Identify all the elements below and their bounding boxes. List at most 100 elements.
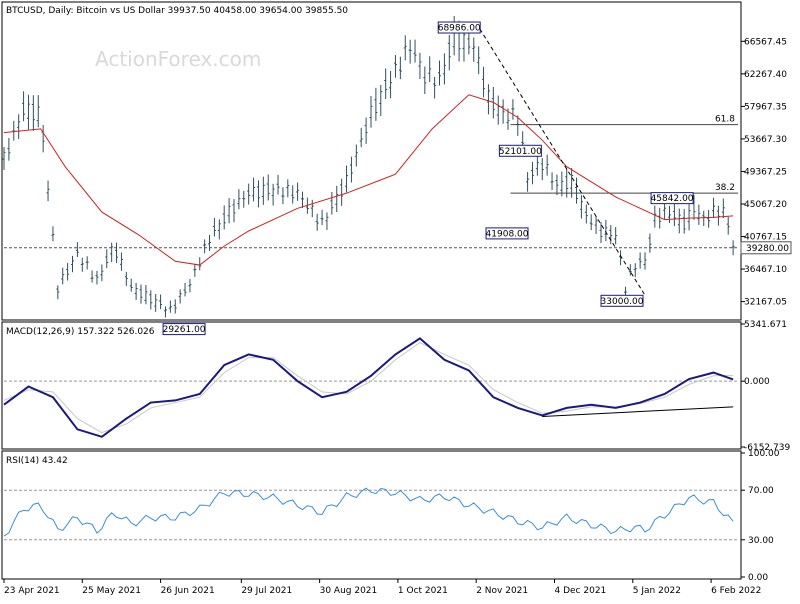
x-label-6: 2 Nov 2021 xyxy=(476,586,528,596)
price-y-label-0: 66567.45 xyxy=(744,37,787,47)
macd-trendline xyxy=(542,406,734,417)
macd-y-label-1: 0.000 xyxy=(744,377,770,387)
hline-label-0: 61.8 xyxy=(715,115,735,125)
ohlc-bar xyxy=(638,252,642,269)
ohlc-bar xyxy=(677,208,681,234)
price-label-box-0 xyxy=(437,21,481,34)
ohlc-bar xyxy=(687,204,691,231)
ohlc-bar xyxy=(95,270,99,285)
ohlc-bar xyxy=(232,199,236,223)
ohlc-bar xyxy=(31,95,35,131)
ohlc-bar xyxy=(247,183,251,205)
x-label-8: 5 Jan 2022 xyxy=(633,586,681,596)
ohlc-bar xyxy=(2,146,6,170)
price-panel-frame xyxy=(1,1,742,321)
price-label-box-5 xyxy=(162,323,206,336)
ohlc-bar xyxy=(364,117,368,144)
ohlc-bar xyxy=(555,174,559,196)
ohlc-bar xyxy=(663,202,667,220)
x-label-5: 1 Oct 2021 xyxy=(398,586,448,596)
ohlc-bar xyxy=(291,185,295,204)
current-price-label: 39280.00 xyxy=(746,244,789,254)
ohlc-bar xyxy=(163,306,167,318)
x-label-4: 30 Aug 2021 xyxy=(320,586,378,596)
ohlc-bar xyxy=(345,165,349,193)
ohlc-bar xyxy=(154,294,158,312)
ohlc-bar xyxy=(105,249,109,269)
price-trendline xyxy=(475,22,646,296)
price-label-box-2 xyxy=(650,192,694,205)
price-y-label-6: 40767.15 xyxy=(744,233,787,243)
ohlc-bar xyxy=(599,222,603,244)
ohlc-bar xyxy=(506,108,510,130)
ohlc-bar xyxy=(178,289,182,304)
price-y-label-7: 36467.10 xyxy=(744,265,787,275)
ohlc-bar xyxy=(36,95,40,128)
ohlc-bar xyxy=(149,290,153,310)
ohlc-bar xyxy=(731,240,735,256)
ohlc-bar xyxy=(633,263,637,278)
price-y-label-4: 49367.25 xyxy=(744,167,787,177)
ohlc-bar xyxy=(144,284,148,305)
ohlc-bar xyxy=(438,60,442,86)
price-y-label-5: 45067.20 xyxy=(744,200,787,210)
ohlc-bar xyxy=(511,99,515,120)
macd-layer xyxy=(3,337,738,438)
ohlc-bar xyxy=(188,278,192,293)
ohlc-bar xyxy=(403,35,407,61)
ohlc-bar xyxy=(115,242,119,264)
ohlc-bar xyxy=(61,267,65,285)
macd-y-label-2: -6152.739 xyxy=(744,443,790,453)
x-label-0: 23 Apr 2021 xyxy=(4,586,60,596)
ohlc-bar xyxy=(335,185,339,213)
price-y-label-3: 53667.30 xyxy=(744,135,787,145)
ohlc-bar xyxy=(256,180,260,208)
ohlc-bar xyxy=(672,204,676,227)
ohlc-bar xyxy=(208,235,212,252)
ohlc-bar xyxy=(173,299,177,314)
macd-series-macd xyxy=(3,337,734,438)
ohlc-bar xyxy=(398,56,402,80)
rsi-panel-frame xyxy=(1,450,742,580)
axes-layer: 66567.45 62267.40 57967.35 53667.30 49367.25… xyxy=(3,37,792,596)
ohlc-bar xyxy=(320,209,324,226)
ohlc-bar xyxy=(442,53,446,85)
price-layer: 61.8 38.2 68986.00 52101.00 45842.00 41908.00… xyxy=(2,15,738,336)
ohlc-bar xyxy=(418,52,422,80)
ohlc-bar xyxy=(643,252,647,270)
macd-y-label-0: 5341.671 xyxy=(744,320,787,330)
ohlc-bar xyxy=(550,172,554,191)
ohlc-bar xyxy=(447,34,451,71)
ohlc-bar xyxy=(129,278,133,292)
price-label-2: 45842.00 xyxy=(651,194,694,204)
ohlc-bar xyxy=(726,216,730,235)
ohlc-bar xyxy=(393,55,397,78)
x-label-3: 29 Jul 2021 xyxy=(241,586,292,596)
macd-series-signal xyxy=(3,342,734,434)
ohlc-bar xyxy=(315,213,319,231)
price-label-4: 33000.00 xyxy=(601,297,644,307)
ohlc-bar xyxy=(477,46,481,75)
ohlc-bar xyxy=(90,270,94,283)
ohlc-bar xyxy=(374,87,378,121)
current-price-box xyxy=(740,241,792,255)
ohlc-bar xyxy=(183,282,187,297)
x-label-7: 4 Dec 2021 xyxy=(555,586,607,596)
price-panel-title: BTCUSD, Daily: Bitcoin vs US Dollar 3993… xyxy=(6,6,348,16)
ohlc-bar xyxy=(716,205,720,226)
ohlc-bar xyxy=(516,115,520,136)
ohlc-bar xyxy=(379,84,383,117)
ohlc-bar xyxy=(594,215,598,235)
ohlc-bar xyxy=(22,91,26,122)
ohlc-bar xyxy=(300,191,304,208)
ohlc-bar xyxy=(653,205,657,228)
ohlc-bar xyxy=(565,168,569,198)
ohlc-bar xyxy=(252,177,256,202)
ohlc-bar xyxy=(702,210,706,227)
ohlc-bar xyxy=(609,225,613,245)
price-label-box-1 xyxy=(498,144,542,157)
ohlc-bar xyxy=(271,183,275,206)
watermark: ActionForex.com xyxy=(95,47,261,71)
ohlc-bar xyxy=(261,176,265,205)
ohlc-bar xyxy=(501,99,505,124)
